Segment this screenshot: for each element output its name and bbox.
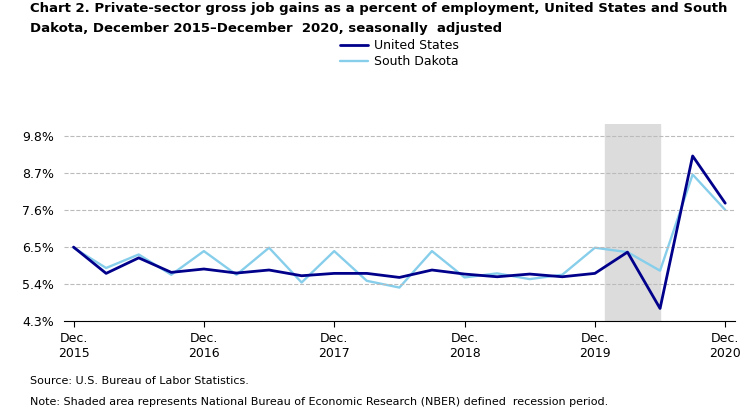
South Dakota — [590, 245, 599, 250]
United States — [493, 274, 502, 279]
South Dakota — [200, 249, 208, 254]
South Dakota — [460, 275, 469, 280]
Text: Dakota, December 2015–December  2020, seasonally  adjusted: Dakota, December 2015–December 2020, sea… — [30, 22, 502, 35]
Line: United States: United States — [74, 156, 725, 308]
South Dakota — [101, 265, 110, 270]
South Dakota — [297, 280, 306, 285]
United States — [688, 153, 698, 158]
United States — [427, 268, 436, 273]
Legend: United States, South Dakota: United States, South Dakota — [340, 39, 459, 68]
South Dakota — [134, 252, 143, 257]
South Dakota — [493, 271, 502, 276]
South Dakota — [362, 278, 371, 284]
United States — [558, 274, 567, 279]
Bar — [604, 124, 660, 321]
United States — [297, 273, 306, 278]
United States — [460, 272, 469, 277]
United States — [525, 272, 534, 277]
South Dakota — [232, 272, 241, 277]
United States — [362, 271, 371, 276]
United States — [265, 268, 274, 273]
United States — [69, 244, 78, 249]
South Dakota — [427, 249, 436, 254]
United States — [394, 275, 404, 280]
United States — [232, 270, 241, 276]
Text: Chart 2. Private-sector gross job gains as a percent of employment, United State: Chart 2. Private-sector gross job gains … — [30, 2, 728, 15]
United States — [330, 271, 339, 276]
United States — [166, 270, 176, 275]
United States — [656, 306, 664, 311]
Text: Note: Shaded area represents National Bureau of Economic Research (NBER) defined: Note: Shaded area represents National Bu… — [30, 397, 608, 407]
Line: South Dakota: South Dakota — [74, 175, 725, 288]
South Dakota — [265, 245, 274, 250]
South Dakota — [330, 249, 339, 254]
United States — [721, 201, 730, 206]
South Dakota — [656, 268, 664, 273]
South Dakota — [721, 207, 730, 213]
South Dakota — [166, 272, 176, 277]
South Dakota — [688, 172, 698, 177]
United States — [590, 271, 599, 276]
Text: Source: U.S. Bureau of Labor Statistics.: Source: U.S. Bureau of Labor Statistics. — [30, 376, 249, 386]
South Dakota — [394, 285, 404, 290]
United States — [134, 255, 143, 260]
United States — [200, 266, 208, 271]
South Dakota — [558, 272, 567, 277]
United States — [623, 249, 632, 255]
South Dakota — [69, 245, 78, 250]
South Dakota — [623, 249, 632, 255]
South Dakota — [525, 277, 534, 282]
United States — [101, 271, 110, 276]
